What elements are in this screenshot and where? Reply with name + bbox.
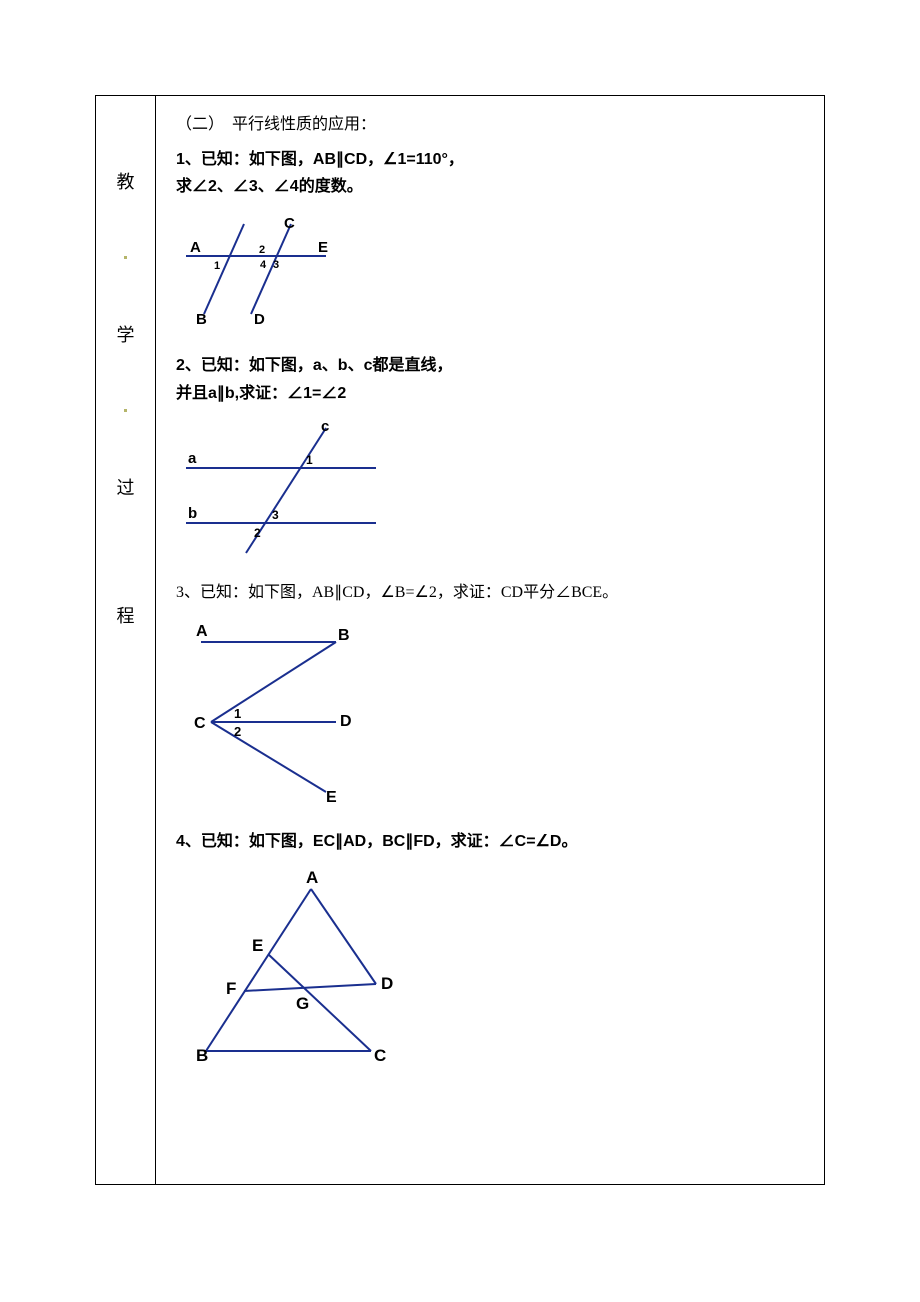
svg-text:A: A xyxy=(306,868,318,887)
svg-text:C: C xyxy=(284,215,295,232)
svg-text:a: a xyxy=(188,450,197,467)
svg-text:C: C xyxy=(194,715,206,732)
svg-text:B: B xyxy=(196,1046,208,1065)
svg-text:B: B xyxy=(196,311,207,328)
side-char-1: 教 xyxy=(117,168,135,194)
svg-text:E: E xyxy=(318,239,328,256)
q3-diagram: A B C D E 1 2 xyxy=(176,612,804,812)
q4-line1: 4、已知：如下图，EC∥AD，BC∥FD，求证：∠C=∠D。 xyxy=(176,830,804,853)
svg-text:B: B xyxy=(338,627,350,644)
svg-text:3: 3 xyxy=(272,508,279,522)
q2-line1: 2、已知：如下图，a、b、c都是直线， xyxy=(176,354,804,377)
svg-text:2: 2 xyxy=(234,724,241,739)
main-content: （二） 平行线性质的应用： 1、已知：如下图，AB∥CD，∠1=110°， 求∠… xyxy=(156,96,824,1184)
decorative-dot xyxy=(124,409,127,412)
q1-line2: 求∠2、∠3、∠4的度数。 xyxy=(176,175,804,198)
decorative-dot xyxy=(124,256,127,259)
svg-text:F: F xyxy=(226,979,236,998)
side-char-3: 过 xyxy=(117,474,135,500)
svg-text:E: E xyxy=(326,789,337,806)
svg-text:D: D xyxy=(340,713,352,730)
q1-line1: 1、已知：如下图，AB∥CD，∠1=110°， xyxy=(176,148,804,171)
q2-diagram: a b c 1 2 3 xyxy=(176,413,804,563)
svg-text:3: 3 xyxy=(273,259,279,271)
svg-text:C: C xyxy=(374,1046,386,1065)
svg-text:c: c xyxy=(321,418,329,435)
svg-text:A: A xyxy=(190,239,201,256)
side-char-4: 程 xyxy=(117,602,135,628)
svg-text:G: G xyxy=(296,994,309,1013)
svg-text:4: 4 xyxy=(260,259,267,271)
svg-text:b: b xyxy=(188,505,197,522)
svg-text:1: 1 xyxy=(214,260,220,272)
svg-text:E: E xyxy=(252,936,263,955)
svg-text:2: 2 xyxy=(254,526,261,540)
svg-text:1: 1 xyxy=(234,706,241,721)
svg-text:D: D xyxy=(254,311,265,328)
side-column: 教 学 过 程 xyxy=(96,96,156,1184)
q3-line1: 3、已知：如下图，AB∥CD，∠B=∠2，求证：CD平分∠BCE。 xyxy=(176,581,804,604)
page: 教 学 过 程 （二） 平行线性质的应用： 1、已知：如下图，AB∥CD，∠1=… xyxy=(0,0,920,1235)
svg-text:D: D xyxy=(381,974,393,993)
svg-text:A: A xyxy=(196,623,208,640)
side-char-2: 学 xyxy=(117,321,135,347)
section-heading: （二） 平行线性质的应用： xyxy=(176,110,804,134)
svg-text:2: 2 xyxy=(259,244,265,256)
svg-text:1: 1 xyxy=(306,453,313,467)
content-frame: 教 学 过 程 （二） 平行线性质的应用： 1、已知：如下图，AB∥CD，∠1=… xyxy=(95,95,825,1185)
q4-diagram: A B C D E F G xyxy=(176,861,804,1071)
q2-line2: 并且a∥b,求证：∠1=∠2 xyxy=(176,382,804,405)
q1-diagram: A E C B D 1 2 3 4 xyxy=(176,206,804,336)
